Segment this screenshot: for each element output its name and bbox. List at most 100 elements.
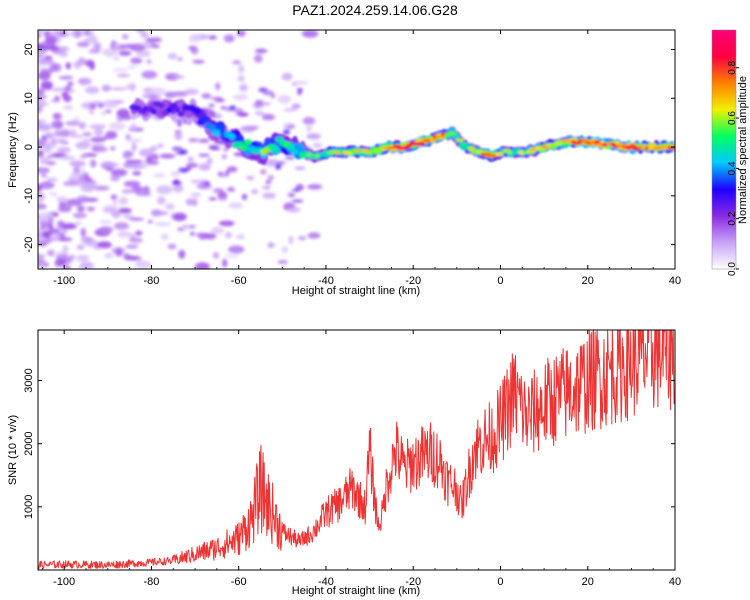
spectrogram-noise-blob: [46, 222, 54, 229]
spectrogram-noise-blob: [41, 102, 50, 106]
spectrogram-noise-blob: [96, 241, 112, 249]
spectrogram-noise-blob: [312, 142, 322, 148]
spectrogram-noise-blob: [123, 180, 141, 188]
snr-y-label: SNR (10 * v/v): [7, 415, 19, 485]
spectrogram-x-tick-label: -80: [143, 275, 159, 287]
spectrogram-noise-blob: [45, 35, 58, 45]
spectrogram-ridge-blob: [177, 110, 185, 118]
spectrogram-noise-blob: [135, 192, 152, 197]
spectrogram-noise-blob: [38, 197, 43, 206]
spectrogram-noise-blob: [301, 30, 319, 38]
spectrogram-noise-blob: [189, 231, 195, 236]
spectrogram-ridge-blob: [494, 152, 504, 157]
snr-x-tick-label: -100: [53, 576, 75, 588]
spectrogram-noise-blob: [253, 54, 263, 63]
spectrogram-noise-blob: [61, 223, 77, 230]
spectrogram-y-ticks: -20 -10 0 10 20: [23, 43, 675, 253]
spectrogram-noise-blob: [73, 166, 80, 175]
spectrogram-noise-blob: [173, 178, 179, 184]
spectrogram-noise-blob: [198, 154, 211, 157]
spectrogram-noise-blob: [121, 34, 129, 40]
snr-y-tick-label: 2000: [23, 431, 35, 455]
spectrogram-ridge-blob: [158, 102, 165, 109]
spectrogram-noise-blob: [129, 237, 143, 243]
spectrogram-noise-blob: [69, 254, 75, 260]
spectrogram-x-label: Height of straight line (km): [292, 285, 420, 297]
spectrogram-noise-blob: [45, 85, 52, 91]
spectrogram-noise-blob: [58, 237, 73, 242]
spectrogram-noise-blob: [198, 138, 210, 143]
spectrogram-noise-blob: [267, 242, 275, 248]
spectrogram-noise-blob: [62, 245, 69, 254]
spectrogram-noise-blob: [165, 73, 180, 81]
spectrogram-noise-blob: [48, 216, 54, 225]
spectrogram-noise-blob: [220, 106, 227, 110]
spectrogram-noise-blob: [99, 220, 112, 224]
spectrogram-noise-blob: [76, 195, 90, 203]
spectrogram-noise-blob: [173, 184, 184, 193]
spectrogram-noise-blob: [307, 184, 323, 190]
spectrogram-noise-blob: [38, 169, 48, 174]
spectrogram-noise-blob: [110, 168, 128, 177]
colorbar-tick-label: 0.4: [727, 161, 738, 175]
colorbar: 0.0 0.2 0.4 0.6 0.8 Normalized spectral ampl…: [711, 29, 749, 276]
spectrogram-noise-blob: [262, 90, 274, 96]
spectrogram-noise-blob: [235, 234, 246, 239]
spectrogram-noise-blob: [131, 185, 144, 194]
spectrogram-noise-blob: [49, 45, 60, 52]
spectrogram-noise-blob: [150, 87, 167, 96]
spectrogram-noise-blob: [251, 189, 259, 195]
spectrogram-ridge-blob: [594, 140, 601, 145]
spectrogram-noise-blob: [238, 113, 249, 116]
spectrogram-noise-blob: [281, 72, 293, 81]
colorbar-label: Normalized spectral amplitude: [737, 76, 749, 224]
spectrogram-noise-blob: [246, 176, 255, 180]
spectrogram-noise-blob: [105, 167, 114, 171]
spectrogram-noise-blob: [131, 122, 137, 131]
spectrogram-noise-blob: [78, 57, 86, 66]
spectrogram-noise-blob: [104, 109, 112, 113]
spectrogram-noise-blob: [185, 162, 199, 168]
spectrogram-noise-blob: [294, 166, 306, 170]
spectrogram-noise-blob: [118, 207, 132, 214]
spectrogram-noise-blob: [174, 131, 183, 141]
spectrogram-noise-blob: [277, 94, 291, 104]
spectrogram-noise-blob: [44, 55, 53, 60]
snr-x-label: Height of straight line (km): [292, 585, 420, 597]
spectrogram-noise-blob: [63, 105, 74, 110]
spectrogram-noise-blob: [103, 99, 119, 109]
spectrogram-noise-blob: [58, 30, 68, 35]
spectrogram-noise-blob: [187, 156, 194, 163]
spectrogram-noise-blob: [43, 144, 52, 153]
spectrogram-noise-blob: [125, 255, 142, 261]
spectrogram-noise-blob: [198, 163, 211, 171]
spectrogram-noise-blob: [287, 125, 295, 129]
spectrogram-noise-blob: [203, 233, 217, 240]
spectrogram-noise-blob: [240, 125, 256, 133]
spectrogram-noise-blob: [113, 222, 130, 230]
spectrogram-noise-blob: [215, 82, 221, 91]
spectrogram-noise-blob: [38, 204, 47, 210]
spectrogram-noise-blob: [267, 175, 275, 181]
spectrogram-ridge-blob: [452, 134, 460, 139]
spectrogram-noise-blob: [38, 219, 50, 225]
spectrogram-noise-blob: [174, 129, 182, 134]
spectrogram-noise-blob: [89, 124, 107, 130]
spectrogram-y-tick-label: -20: [23, 237, 35, 253]
snr-series-line: [38, 330, 675, 570]
spectrogram-noise-blob: [53, 113, 61, 120]
spectrogram-noise-blob: [38, 262, 47, 268]
spectrogram-noise-blob: [254, 111, 265, 116]
spectrogram-ridge-blob: [455, 138, 465, 143]
spectrogram-noise-blob: [146, 59, 152, 65]
spectrogram-noise-blob: [102, 208, 117, 213]
spectrogram-noise-blob: [118, 196, 129, 206]
colorbar-tick-label: 0.6: [727, 111, 738, 125]
spectrogram-noise-blob: [297, 236, 307, 241]
spectrogram-noise-blob: [281, 246, 289, 253]
spectrogram-noise-blob: [50, 87, 66, 92]
spectrogram-noise-blob: [106, 49, 113, 58]
spectrogram-noise-blob: [284, 156, 295, 160]
spectrogram-noise-blob: [38, 54, 44, 59]
spectrogram-noise-blob: [110, 87, 127, 91]
